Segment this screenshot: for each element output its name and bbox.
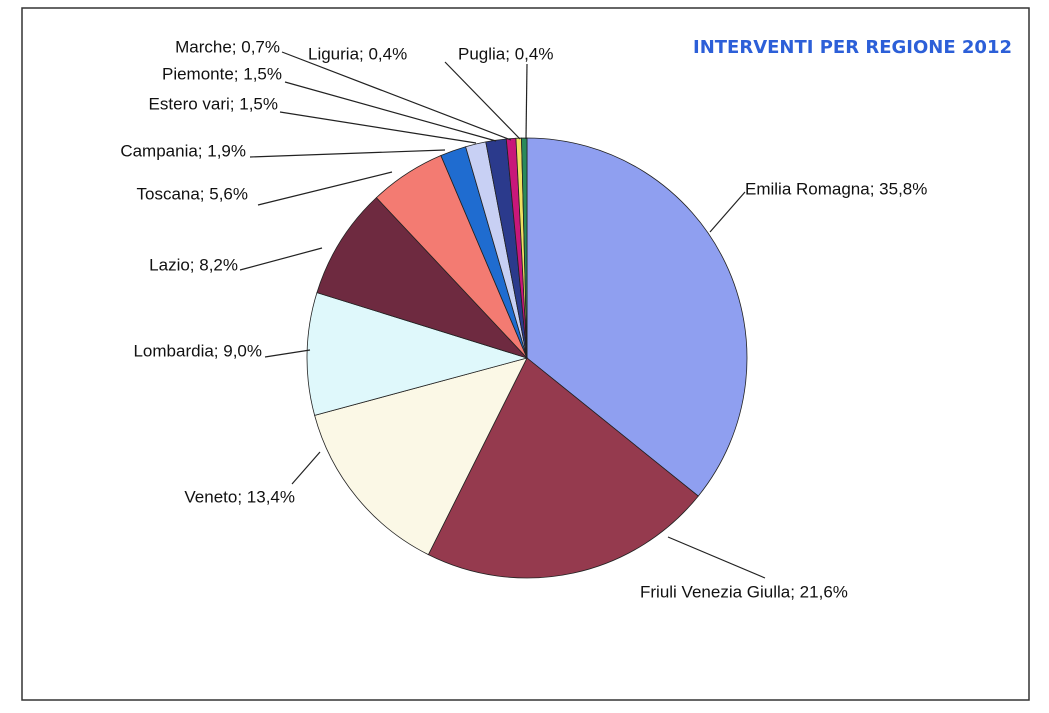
pie-slice (314, 357, 528, 556)
data-label: Lombardia; 9,0% (133, 341, 262, 360)
leader-line (667, 536, 766, 579)
leader-line (284, 81, 497, 142)
leader-line (264, 349, 311, 358)
data-label: Campania; 1,9% (120, 141, 246, 160)
data-label: Veneto; 13,4% (184, 487, 295, 506)
leader-line (239, 247, 323, 271)
data-label: Emilia Romagna; 35,8% (745, 179, 927, 198)
data-label: Marche; 0,7% (175, 37, 280, 56)
leader-line (444, 61, 521, 140)
leader-line (249, 149, 446, 158)
data-label: Lazio; 8,2% (149, 255, 238, 274)
data-label: Toscana; 5,6% (136, 184, 248, 203)
pie-slice (427, 357, 699, 579)
data-label: Piemonte; 1,5% (162, 64, 282, 83)
leader-line (281, 51, 512, 141)
data-label: Puglia; 0,4% (458, 44, 553, 63)
leader-line (279, 111, 477, 144)
leader-line (257, 171, 393, 206)
pie-slice (526, 137, 748, 497)
leader-line (291, 451, 321, 485)
pie-slice (306, 292, 529, 416)
data-label: Estero vari; 1,5% (149, 94, 278, 113)
pie-slice (316, 197, 529, 359)
leader-line (525, 63, 528, 140)
data-label: Friuli Venezia Giulla; 21,6% (640, 582, 848, 601)
leader-line (709, 191, 746, 233)
chart-title: INTERVENTI PER REGIONE 2012 (693, 37, 1012, 58)
data-label: Liguria; 0,4% (308, 44, 407, 63)
pie-slice (521, 137, 528, 359)
